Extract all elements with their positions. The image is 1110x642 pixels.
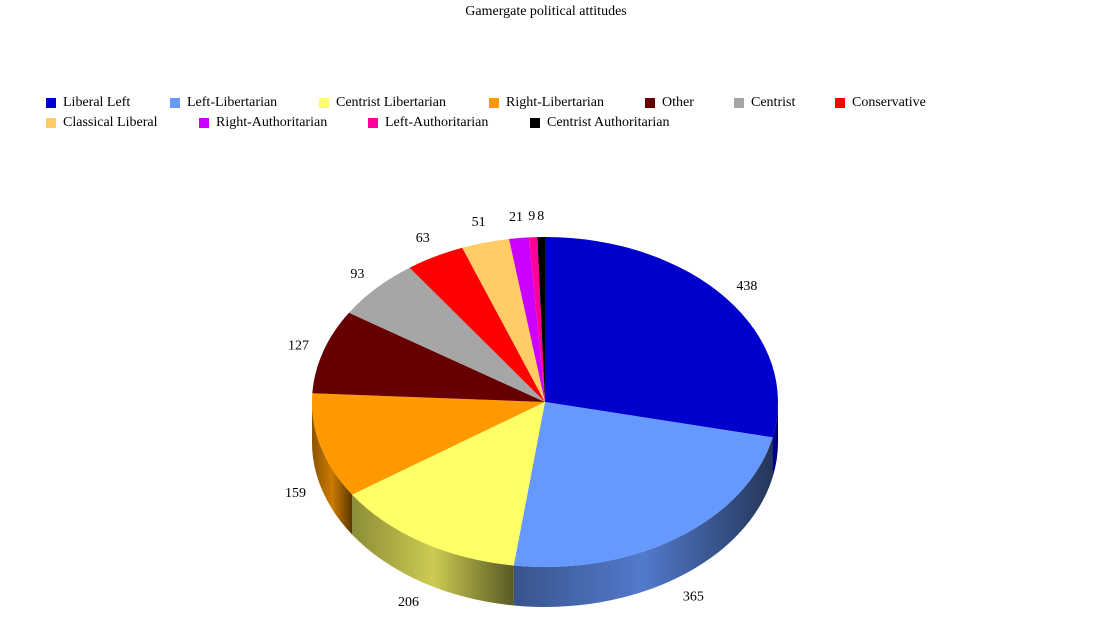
legend-item-left-authoritarian: Left-Authoritarian bbox=[368, 113, 488, 133]
legend-swatch bbox=[734, 98, 744, 108]
legend-item-left-libertarian: Left-Libertarian bbox=[170, 93, 277, 113]
legend-label: Centrist bbox=[751, 95, 796, 110]
pie-side-2 bbox=[352, 494, 514, 606]
pie-data-label-9: 9 bbox=[528, 209, 535, 224]
legend-label: Other bbox=[662, 95, 694, 110]
pie-sides bbox=[312, 402, 778, 607]
pie-slice-3 bbox=[312, 393, 545, 495]
legend-swatch bbox=[46, 118, 56, 128]
legend-swatch bbox=[489, 98, 499, 108]
pie-data-label-5: 93 bbox=[350, 267, 364, 282]
legend-row-2: Classical Liberal Right-Authoritarian Le… bbox=[46, 113, 1046, 133]
pie-slice-6 bbox=[409, 247, 545, 402]
pie-slice-0 bbox=[545, 237, 779, 438]
pie-data-label-7: 51 bbox=[472, 215, 486, 230]
pie-slice-4 bbox=[312, 312, 545, 402]
pie-data-label-3: 159 bbox=[285, 486, 306, 501]
legend-item-liberal-left: Liberal Left bbox=[46, 93, 130, 113]
pie-data-label-6: 63 bbox=[416, 231, 430, 246]
legend-label: Right-Libertarian bbox=[506, 95, 604, 110]
legend-swatch bbox=[645, 98, 655, 108]
legend-label: Right-Authoritarian bbox=[216, 115, 328, 130]
legend-item-other: Other bbox=[645, 93, 694, 113]
legend-item-conservative: Conservative bbox=[835, 93, 926, 113]
legend-swatch bbox=[170, 98, 180, 108]
pie-slice-5 bbox=[348, 267, 545, 402]
pie-data-label-8: 21 bbox=[509, 210, 523, 225]
legend-swatch bbox=[530, 118, 540, 128]
pie-slice-7 bbox=[462, 238, 545, 402]
legend-label: Centrist Libertarian bbox=[336, 95, 447, 110]
legend-swatch bbox=[368, 118, 378, 128]
legend-label: Conservative bbox=[852, 95, 926, 110]
chart-title: Gamergate political attitudes bbox=[465, 4, 627, 19]
legend-label: Liberal Left bbox=[63, 95, 131, 110]
legend-swatch bbox=[46, 98, 56, 108]
pie-data-label-10: 8 bbox=[537, 209, 544, 224]
pie-data-label-0: 438 bbox=[736, 279, 757, 294]
pie-slice-9 bbox=[528, 237, 545, 402]
legend-swatch bbox=[319, 98, 329, 108]
pie-data-label-4: 127 bbox=[288, 339, 309, 354]
legend-label: Left-Libertarian bbox=[187, 95, 278, 110]
legend-item-classical-liberal: Classical Liberal bbox=[46, 113, 157, 133]
legend-item-right-libertarian: Right-Libertarian bbox=[489, 93, 604, 113]
legend-label: Centrist Authoritarian bbox=[547, 115, 670, 130]
legend-item-centrist-authoritarian: Centrist Authoritarian bbox=[530, 113, 669, 133]
pie-data-label-1: 365 bbox=[683, 589, 704, 604]
legend-item-centrist: Centrist bbox=[734, 93, 795, 113]
pie-side-1 bbox=[513, 437, 773, 607]
pie-slice-8 bbox=[509, 237, 545, 402]
legend-swatch bbox=[199, 118, 209, 128]
legend-item-right-authoritarian: Right-Authoritarian bbox=[199, 113, 327, 133]
pie-slice-2 bbox=[352, 402, 545, 566]
pie-data-labels: 438 365 206 159 127 93 63 51 21 9 8 bbox=[285, 209, 757, 610]
pie-side-3 bbox=[312, 402, 353, 535]
legend-row-1: Liberal Left Left-Libertarian Centrist L… bbox=[46, 93, 1046, 113]
legend-label: Classical Liberal bbox=[63, 115, 158, 130]
pie-slice-1 bbox=[513, 402, 773, 567]
pie-top bbox=[312, 237, 779, 567]
legend-label: Left-Authoritarian bbox=[385, 115, 489, 130]
pie-slice-10 bbox=[537, 237, 545, 402]
legend-item-centrist-libertarian: Centrist Libertarian bbox=[319, 93, 446, 113]
pie-side-0 bbox=[772, 402, 778, 478]
pie-data-label-2: 206 bbox=[398, 595, 419, 610]
chart-legend: Liberal Left Left-Libertarian Centrist L… bbox=[46, 93, 1046, 133]
legend-swatch bbox=[835, 98, 845, 108]
